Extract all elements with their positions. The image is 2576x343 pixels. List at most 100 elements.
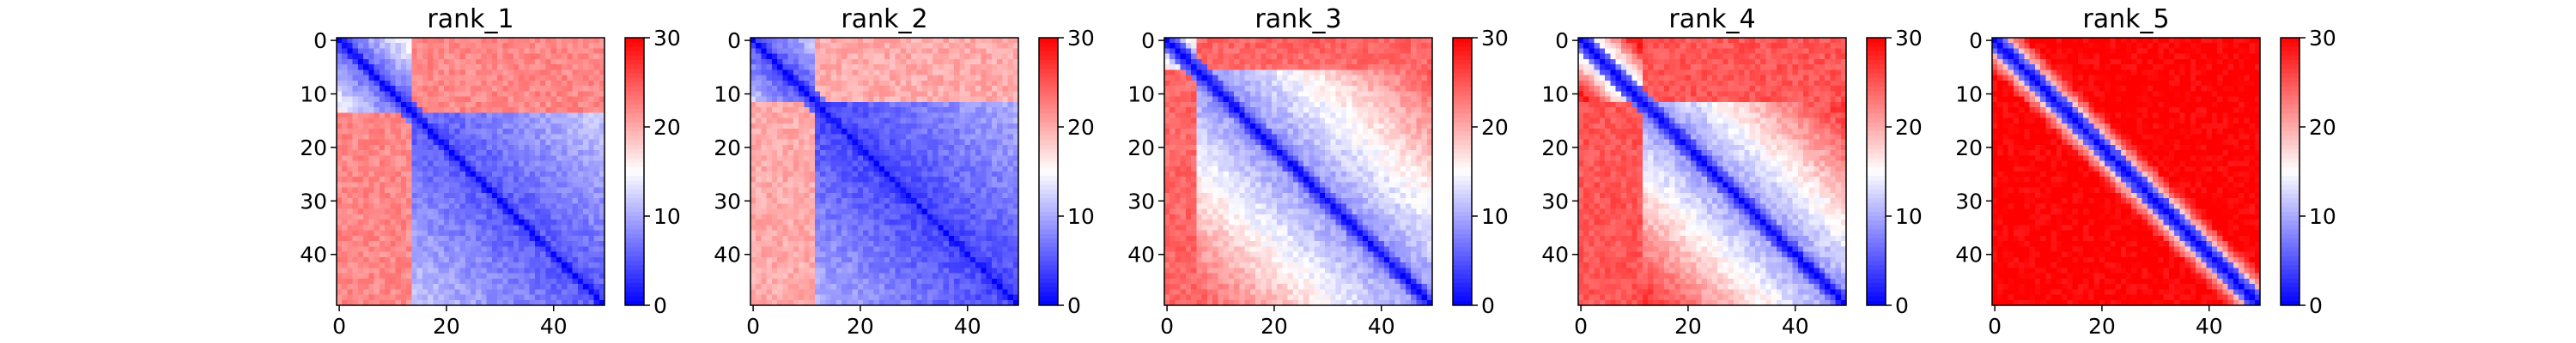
heatmap-cell — [353, 279, 359, 285]
heatmap-cell — [911, 257, 917, 263]
heatmap-cell — [1008, 48, 1014, 54]
heatmap-cell — [567, 75, 573, 81]
heatmap-cell — [1008, 203, 1014, 209]
heatmap-cell — [519, 295, 525, 301]
heatmap-cell — [497, 182, 503, 188]
heatmap-cell — [863, 107, 869, 113]
heatmap-cell — [444, 107, 450, 113]
heatmap-cell — [524, 54, 530, 60]
heatmap-cell — [471, 38, 477, 44]
heatmap-cell — [750, 262, 756, 268]
heatmap-cell — [535, 150, 541, 156]
heatmap-cell — [804, 225, 810, 231]
heatmap-cell — [970, 231, 976, 237]
heatmap-cell — [476, 172, 482, 178]
heatmap-cell — [825, 118, 831, 124]
heatmap-cell — [513, 91, 519, 97]
heatmap-cell — [938, 198, 944, 204]
heatmap-cell — [970, 118, 976, 124]
heatmap-cell — [567, 268, 573, 274]
heatmap-cell — [535, 161, 541, 167]
heatmap-cell — [831, 161, 837, 167]
colorbar-segment — [625, 74, 644, 79]
heatmap-cell — [417, 118, 423, 124]
heatmap-cell — [422, 64, 428, 70]
heatmap-cell — [368, 257, 374, 263]
heatmap-cell — [492, 241, 498, 247]
heatmap-cell — [927, 268, 933, 274]
heatmap-cell — [556, 64, 562, 70]
heatmap-cell — [396, 182, 402, 188]
heatmap-cell — [454, 172, 460, 178]
heatmap-cell — [460, 262, 466, 268]
heatmap-cell — [513, 289, 519, 295]
heatmap-cell — [439, 64, 445, 70]
heatmap-cell — [396, 150, 402, 156]
heatmap-cell — [970, 182, 976, 188]
heatmap-cell — [810, 220, 816, 226]
heatmap-cell — [922, 81, 928, 87]
heatmap-cell — [997, 97, 1003, 103]
heatmap-cell — [358, 123, 364, 129]
heatmap-cell — [428, 182, 434, 188]
heatmap-cell — [788, 268, 794, 274]
heatmap-cell — [901, 118, 907, 124]
heatmap-cell — [353, 295, 359, 301]
heatmap-cell — [874, 193, 880, 199]
heatmap-cell — [820, 252, 826, 258]
heatmap-cell — [782, 262, 788, 268]
heatmap-cell — [975, 182, 981, 188]
heatmap-cell — [879, 150, 885, 156]
panel-title: rank_1 — [427, 4, 513, 34]
heatmap-cell — [562, 43, 568, 49]
heatmap-cell — [987, 225, 993, 231]
heatmap-cell — [374, 145, 380, 151]
heatmap-cell — [793, 241, 799, 247]
heatmap-cell — [385, 231, 391, 237]
heatmap-cell — [782, 112, 788, 118]
heatmap-cell — [879, 172, 885, 178]
heatmap-cell — [476, 81, 482, 87]
heatmap-cell — [916, 75, 922, 81]
heatmap-cell — [433, 64, 439, 70]
heatmap-cell — [573, 246, 579, 252]
heatmap-cell — [433, 268, 439, 274]
heatmap-cell — [933, 86, 939, 92]
heatmap-cell — [868, 246, 874, 252]
heatmap-cell — [831, 268, 837, 274]
heatmap-cell — [530, 279, 536, 285]
heatmap-cell — [556, 155, 562, 161]
heatmap-cell — [847, 155, 853, 161]
heatmap-cell — [997, 107, 1003, 113]
heatmap-cell — [433, 262, 439, 268]
heatmap-cell — [502, 246, 508, 252]
heatmap-cell — [895, 262, 901, 268]
heatmap-cell — [884, 284, 890, 290]
heatmap-cell — [820, 268, 826, 274]
heatmap-cell — [337, 145, 343, 151]
heatmap-cell — [890, 257, 896, 263]
heatmap-cell — [793, 43, 799, 49]
heatmap-cell — [750, 48, 756, 54]
heatmap-cell — [965, 214, 971, 220]
heatmap-cell — [433, 75, 439, 81]
heatmap-cell — [363, 246, 369, 252]
heatmap-cell — [884, 123, 890, 129]
heatmap-cell — [497, 220, 503, 226]
heatmap-cell — [954, 75, 960, 81]
heatmap-cell — [992, 188, 998, 194]
heatmap-cell — [987, 274, 993, 280]
heatmap-cell — [465, 236, 471, 242]
heatmap-cell — [449, 289, 455, 295]
heatmap-cell — [772, 188, 778, 194]
heatmap-cell — [513, 172, 519, 178]
heatmap-cell — [487, 59, 493, 65]
heatmap-cell — [422, 81, 428, 87]
heatmap-cell — [1008, 246, 1014, 252]
heatmap-cell — [954, 134, 960, 140]
heatmap-cell — [401, 69, 407, 75]
heatmap-cell — [1008, 214, 1014, 220]
heatmap-cell — [933, 289, 939, 295]
heatmap-cell — [502, 107, 508, 113]
heatmap-cell — [750, 198, 756, 204]
